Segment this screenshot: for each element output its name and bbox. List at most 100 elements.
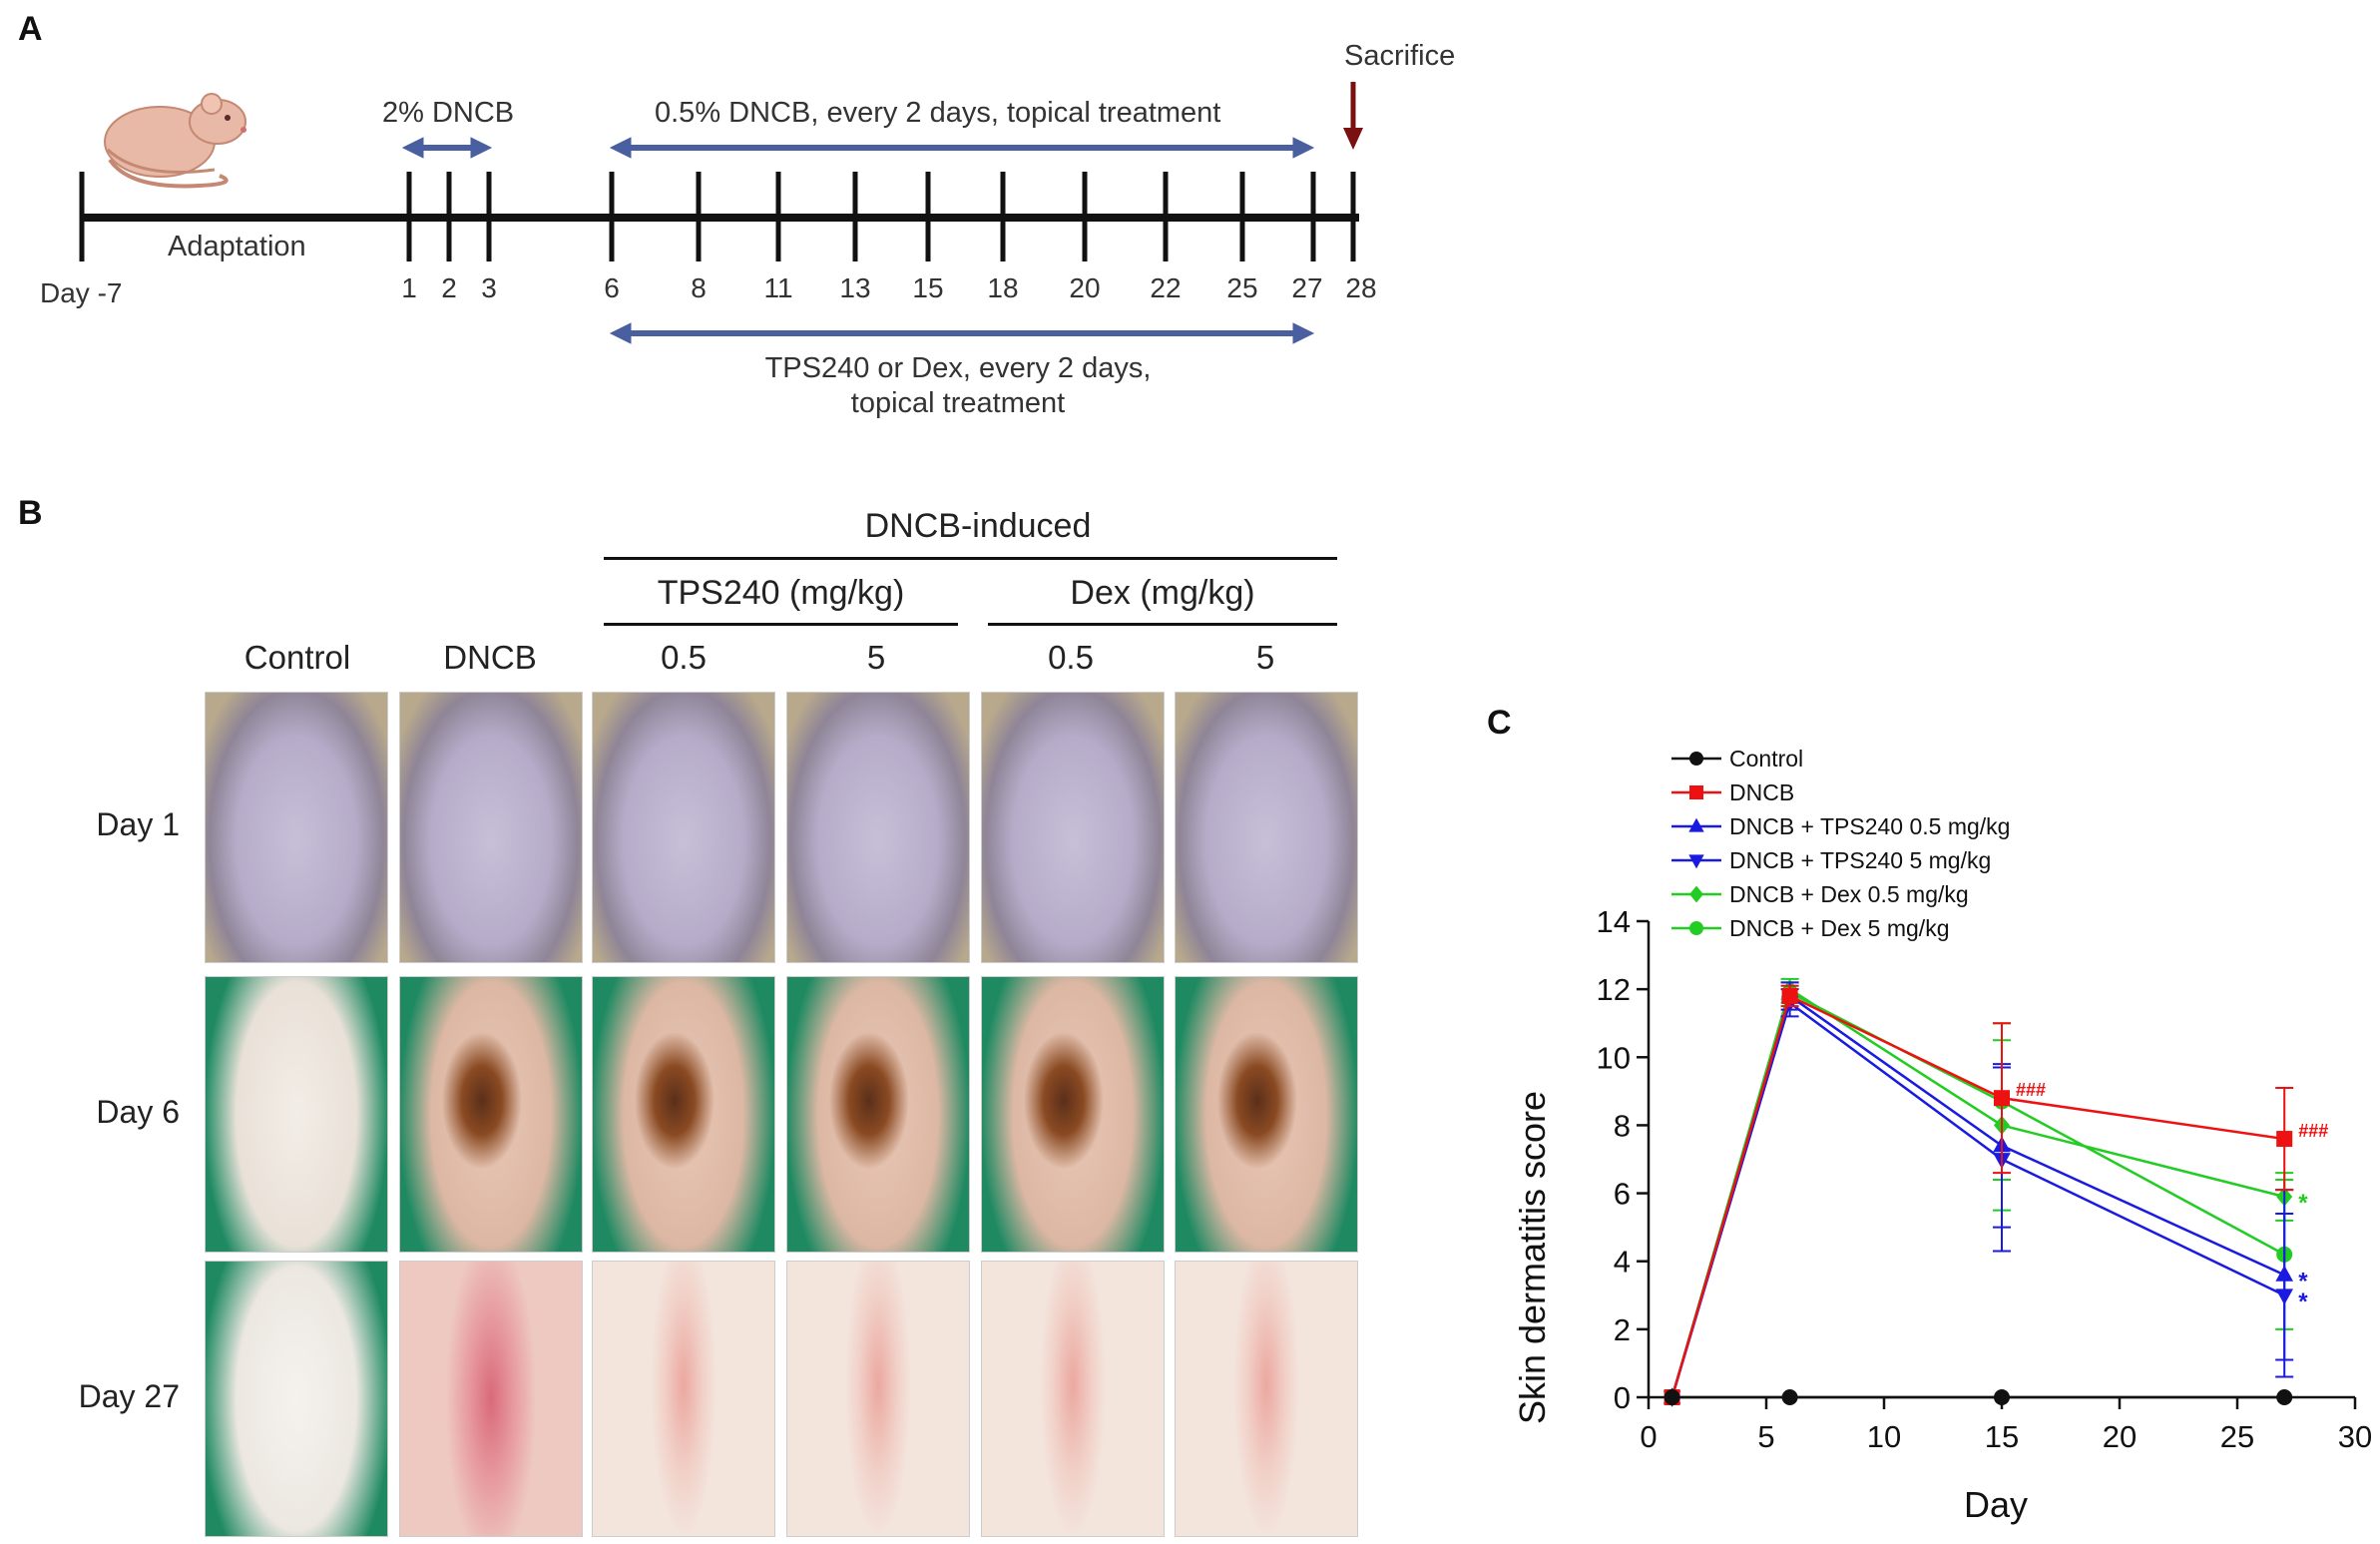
skin-photo: [786, 976, 970, 1253]
data-point: [1781, 1389, 1798, 1405]
series-line: [1670, 994, 2285, 1398]
panel-label-c: C: [1487, 704, 1512, 742]
sacrifice-label: Sacrifice: [1344, 40, 1455, 72]
dex-rule: [988, 623, 1337, 626]
photo-column-label: 5: [866, 639, 886, 676]
y-tick-label: 4: [1614, 1245, 1631, 1280]
induction-label: 2% DNCB: [382, 97, 514, 129]
y-axis-label: Skin dermatitis score: [1512, 1091, 1553, 1424]
legend-entry: DNCB + TPS240 0.5 mg/kg: [1729, 813, 2010, 839]
y-tick-label: 2: [1614, 1312, 1631, 1347]
photo-column-label: Control: [243, 639, 351, 676]
x-axis-label: Day: [1964, 1484, 2028, 1525]
series-line: [1670, 990, 2285, 1398]
data-point: [1994, 1389, 2010, 1405]
significance-annotation: *: [2298, 1268, 2308, 1294]
photo-column-label: 0.5: [661, 639, 707, 676]
x-tick-label: 10: [1867, 1419, 1901, 1454]
skin-photo: [399, 976, 583, 1253]
y-tick-label: 12: [1597, 972, 1631, 1007]
timeline-day-label: 20: [1069, 272, 1100, 303]
photo-row-label: Day 6: [96, 1093, 180, 1130]
skin-photo: [205, 692, 388, 963]
treatment-arrow: [609, 322, 1315, 344]
skin-photo: [399, 692, 583, 963]
data-point: [2276, 1389, 2293, 1405]
x-tick-label: 0: [1640, 1419, 1657, 1454]
timeline-day-label: 18: [987, 272, 1018, 303]
timeline-day-label: 25: [1226, 272, 1257, 303]
skin-photo: [205, 976, 388, 1253]
skin-photo: [1175, 692, 1358, 963]
legend-entry: DNCB + TPS240 5 mg/kg: [1729, 847, 1991, 873]
x-tick-label: 15: [1985, 1419, 2019, 1454]
panel-label-a: A: [18, 10, 43, 48]
x-tick-label: 20: [2103, 1419, 2137, 1454]
legend-marker: [1689, 921, 1703, 935]
series-line: [1670, 993, 2285, 1398]
skin-photo: [981, 692, 1165, 963]
timeline-day-label: 6: [604, 272, 620, 303]
skin-photo: [592, 1261, 775, 1537]
treatment-label-line2: topical treatment: [851, 387, 1065, 419]
data-point: [1994, 1090, 2010, 1107]
photo-column-label: DNCB: [443, 639, 537, 676]
dncb-induced-rule: [604, 557, 1337, 560]
treatment-label-line1: TPS240 or Dex, every 2 days,: [765, 352, 1152, 384]
skin-photo: [786, 692, 970, 963]
data-point: [1664, 1389, 1680, 1405]
tps240-rule: [604, 623, 958, 626]
timeline-day-label: 1: [401, 272, 417, 303]
timeline-day-label: 8: [691, 272, 707, 303]
timeline-start-label: Day -7: [40, 277, 122, 308]
legend-marker: [1689, 885, 1703, 903]
timeline-day-label: 3: [481, 272, 497, 303]
sacrifice-arrow: [1343, 82, 1363, 150]
series-line: [1670, 987, 2285, 1398]
legend-entry: DNCB: [1729, 779, 1794, 805]
y-tick-label: 10: [1597, 1040, 1631, 1075]
legend-marker: [1689, 785, 1703, 799]
y-tick-label: 14: [1597, 904, 1631, 939]
adaptation-label: Adaptation: [168, 231, 306, 262]
maintenance-arrow: [609, 137, 1315, 159]
x-tick-label: 5: [1757, 1419, 1774, 1454]
dex-title: Dex (mg/kg): [1070, 574, 1255, 612]
skin-photo: [592, 976, 775, 1253]
legend-marker: [1689, 752, 1703, 766]
maintenance-label: 0.5% DNCB, every 2 days, topical treatme…: [655, 97, 1220, 129]
experiment-timeline: 1 2 3 6 8 11 13 15 18 20 22 25 27 28 Day -7 Adaptatio…: [40, 40, 1455, 419]
skin-photo: [205, 1261, 388, 1537]
panel-label-b: B: [18, 494, 43, 532]
skin-photo: [1175, 1261, 1358, 1537]
y-tick-label: 8: [1614, 1108, 1631, 1143]
data-point: [2276, 1131, 2293, 1148]
photo-row-label: Day 1: [96, 806, 180, 842]
significance-annotation: ###: [2016, 1080, 2046, 1100]
skin-photo: [592, 692, 775, 963]
y-tick-label: 6: [1614, 1177, 1631, 1212]
series-line: [1670, 1000, 2285, 1398]
timeline-day-label: 11: [763, 272, 792, 303]
photo-column-label: 5: [1255, 639, 1275, 676]
timeline-day-label: 27: [1291, 272, 1322, 303]
y-tick-label: 0: [1614, 1380, 1631, 1415]
photo-column-label: 0.5: [1048, 639, 1094, 676]
induction-arrow: [401, 137, 493, 159]
legend-marker: [1688, 854, 1704, 869]
significance-annotation: *: [2298, 1190, 2308, 1217]
timeline-day-label: 2: [441, 272, 457, 303]
dncb-induced-title: DNCB-induced: [864, 507, 1092, 545]
x-tick-label: 30: [2338, 1419, 2372, 1454]
timeline-day-label: 22: [1150, 272, 1181, 303]
legend-entry: DNCB + Dex 0.5 mg/kg: [1729, 881, 1969, 907]
tps240-title: TPS240 (mg/kg): [657, 574, 905, 612]
skin-photo: [981, 1261, 1165, 1537]
timeline-day-label: 28: [1345, 272, 1376, 303]
x-tick-label: 25: [2220, 1419, 2254, 1454]
photo-row-label: Day 27: [78, 1377, 180, 1414]
timeline-day-label: 13: [839, 272, 870, 303]
data-point: [2275, 1265, 2293, 1282]
legend-marker: [1688, 817, 1704, 832]
legend-entry: Control: [1729, 746, 1803, 772]
